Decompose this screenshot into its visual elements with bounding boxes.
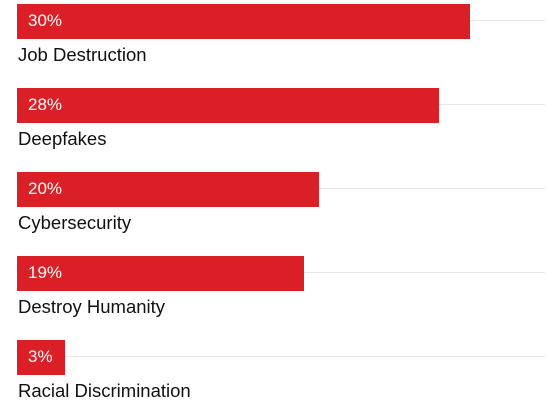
- bar-value-label: 19%: [28, 263, 63, 282]
- bar-row: 20% Cybersecurity: [17, 172, 545, 252]
- bar: 3%: [17, 340, 65, 375]
- bar-chart: 30% Job Destruction 28% Deepfakes 20% Cyberse…: [17, 4, 545, 401]
- gridline: [17, 356, 545, 357]
- bar: 19%: [17, 256, 304, 291]
- bar: 20%: [17, 172, 319, 207]
- bar-value-label: 28%: [28, 95, 63, 114]
- category-label: Deepfakes: [18, 128, 107, 149]
- bar-row: 30% Job Destruction: [17, 4, 545, 84]
- category-label: Job Destruction: [18, 44, 147, 65]
- category-label: Cybersecurity: [18, 212, 132, 233]
- bar: 28%: [17, 88, 439, 123]
- category-label: Racial Discrimination: [18, 380, 191, 401]
- bar-value-label: 3%: [28, 347, 53, 366]
- bar-row: 19% Destroy Humanity: [17, 256, 545, 336]
- bar-row: 28% Deepfakes: [17, 88, 545, 168]
- category-label: Destroy Humanity: [18, 296, 166, 317]
- bar-value-label: 20%: [28, 179, 63, 198]
- bar: 30%: [17, 4, 470, 39]
- bar-row: 3% Racial Discrimination: [17, 340, 545, 420]
- bar-value-label: 30%: [28, 11, 63, 30]
